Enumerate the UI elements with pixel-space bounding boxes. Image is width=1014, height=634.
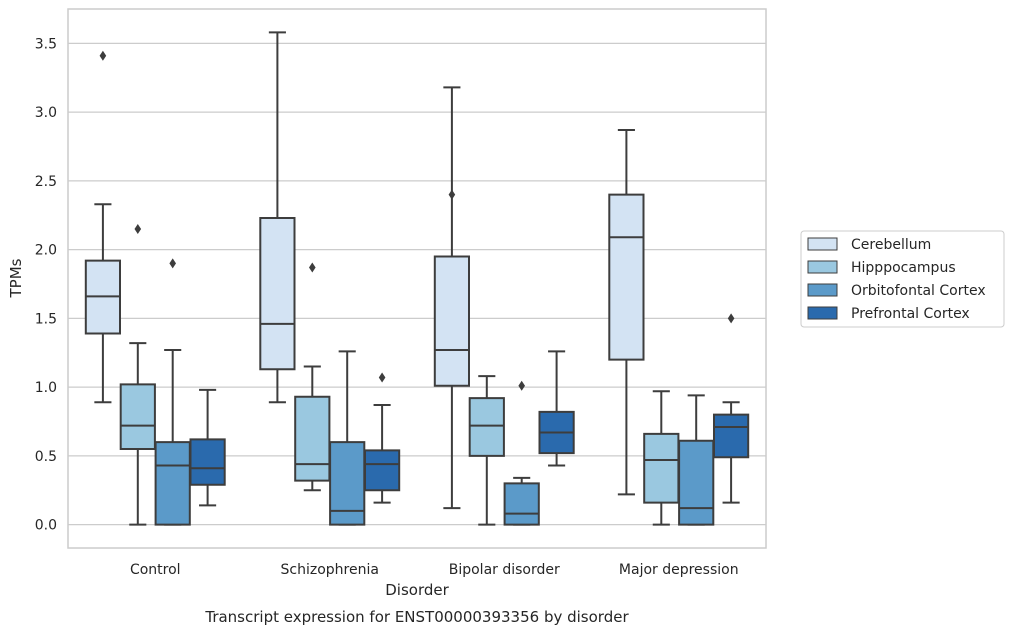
x-tick-label: Schizophrenia [281, 562, 379, 578]
chart-caption: Transcript expression for ENST0000039335… [204, 608, 629, 626]
outlier-marker [169, 258, 176, 269]
legend: Cerebellum Hipppocampus Orbitofontal Cor… [800, 230, 1005, 328]
box-schizophrenia-hipppocampus [294, 262, 331, 492]
box-schizophrenia-orbitofontal-cortex [329, 350, 366, 526]
box-iqr [678, 439, 715, 526]
outlier-marker [727, 313, 735, 324]
legend-swatch-hippocampus [807, 260, 838, 274]
box-iqr [259, 217, 296, 371]
box-control-cerebellum [84, 50, 122, 404]
y-tick-label: 0.0 [35, 518, 57, 534]
box-bipolar-disorder-hipppocampus [468, 375, 505, 526]
legend-label-orbitofrontal-cortex: Orbitofontal Cortex [851, 283, 986, 299]
y-tick-label: 1.5 [35, 311, 57, 327]
legend-swatch-orbitofrontal-cortex [807, 283, 838, 297]
y-tick-label: 2.0 [35, 243, 57, 259]
box-major-depression-hipppocampus [643, 390, 680, 526]
x-tick-label: Bipolar disorder [449, 562, 560, 578]
box-schizophrenia-cerebellum [259, 31, 296, 404]
y-tick-label: 2.5 [35, 174, 57, 190]
outlier-marker [378, 372, 386, 383]
y-tick-label: 3.5 [35, 36, 57, 52]
x-tick-label: Major depression [619, 562, 739, 578]
outlier-marker [518, 380, 525, 391]
legend-label-prefrontal-cortex: Prefrontal Cortex [851, 306, 970, 322]
box-control-orbitofontal-cortex [154, 258, 191, 526]
box-schizophrenia-prefrontal-cortex [363, 372, 401, 504]
boxes-layer [84, 31, 750, 526]
legend-swatch-prefrontal-cortex [807, 306, 838, 320]
box-bipolar-disorder-orbitofontal-cortex [503, 380, 540, 526]
outlier-marker [448, 189, 456, 200]
box-major-depression-prefrontal-cortex [712, 313, 750, 504]
box-iqr [643, 432, 680, 504]
y-axis-title: TPMs [7, 258, 25, 298]
box-iqr [468, 397, 505, 457]
outlier-marker [99, 50, 107, 61]
x-axis-title: Disorder [385, 581, 449, 599]
box-iqr [712, 413, 750, 459]
legend-label-hippocampus: Hipppocampus [851, 260, 956, 276]
box-iqr [294, 395, 331, 482]
y-tick-label: 0.5 [35, 449, 57, 465]
y-axis: 0.0 0.5 1.0 1.5 2.0 2.5 3.0 3.5 [35, 36, 57, 533]
plot-frame [67, 8, 767, 549]
box-iqr [503, 482, 540, 526]
box-iqr [433, 255, 471, 387]
box-iqr [154, 441, 191, 526]
x-axis: Control Schizophrenia Bipolar disorder Majo… [130, 562, 739, 578]
box-iqr [608, 193, 645, 361]
y-tick-label: 3.0 [35, 105, 57, 121]
box-major-depression-cerebellum [608, 129, 645, 496]
outlier-marker [309, 262, 316, 273]
box-bipolar-disorder-cerebellum [433, 86, 471, 510]
box-iqr [189, 438, 226, 486]
y-tick-label: 1.0 [35, 380, 57, 396]
box-bipolar-disorder-prefrontal-cortex [538, 350, 575, 467]
box-control-prefrontal-cortex [189, 388, 226, 507]
box-iqr [329, 441, 366, 526]
x-tick-label: Control [130, 562, 181, 578]
box-iqr [119, 383, 156, 450]
legend-frame [800, 230, 1005, 328]
outlier-marker [134, 224, 142, 234]
box-iqr [363, 449, 401, 492]
legend-swatch-cerebellum [807, 237, 838, 251]
legend-label-cerebellum: Cerebellum [851, 237, 931, 253]
box-major-depression-orbitofontal-cortex [678, 394, 715, 526]
box-control-hipppocampus [119, 224, 156, 526]
